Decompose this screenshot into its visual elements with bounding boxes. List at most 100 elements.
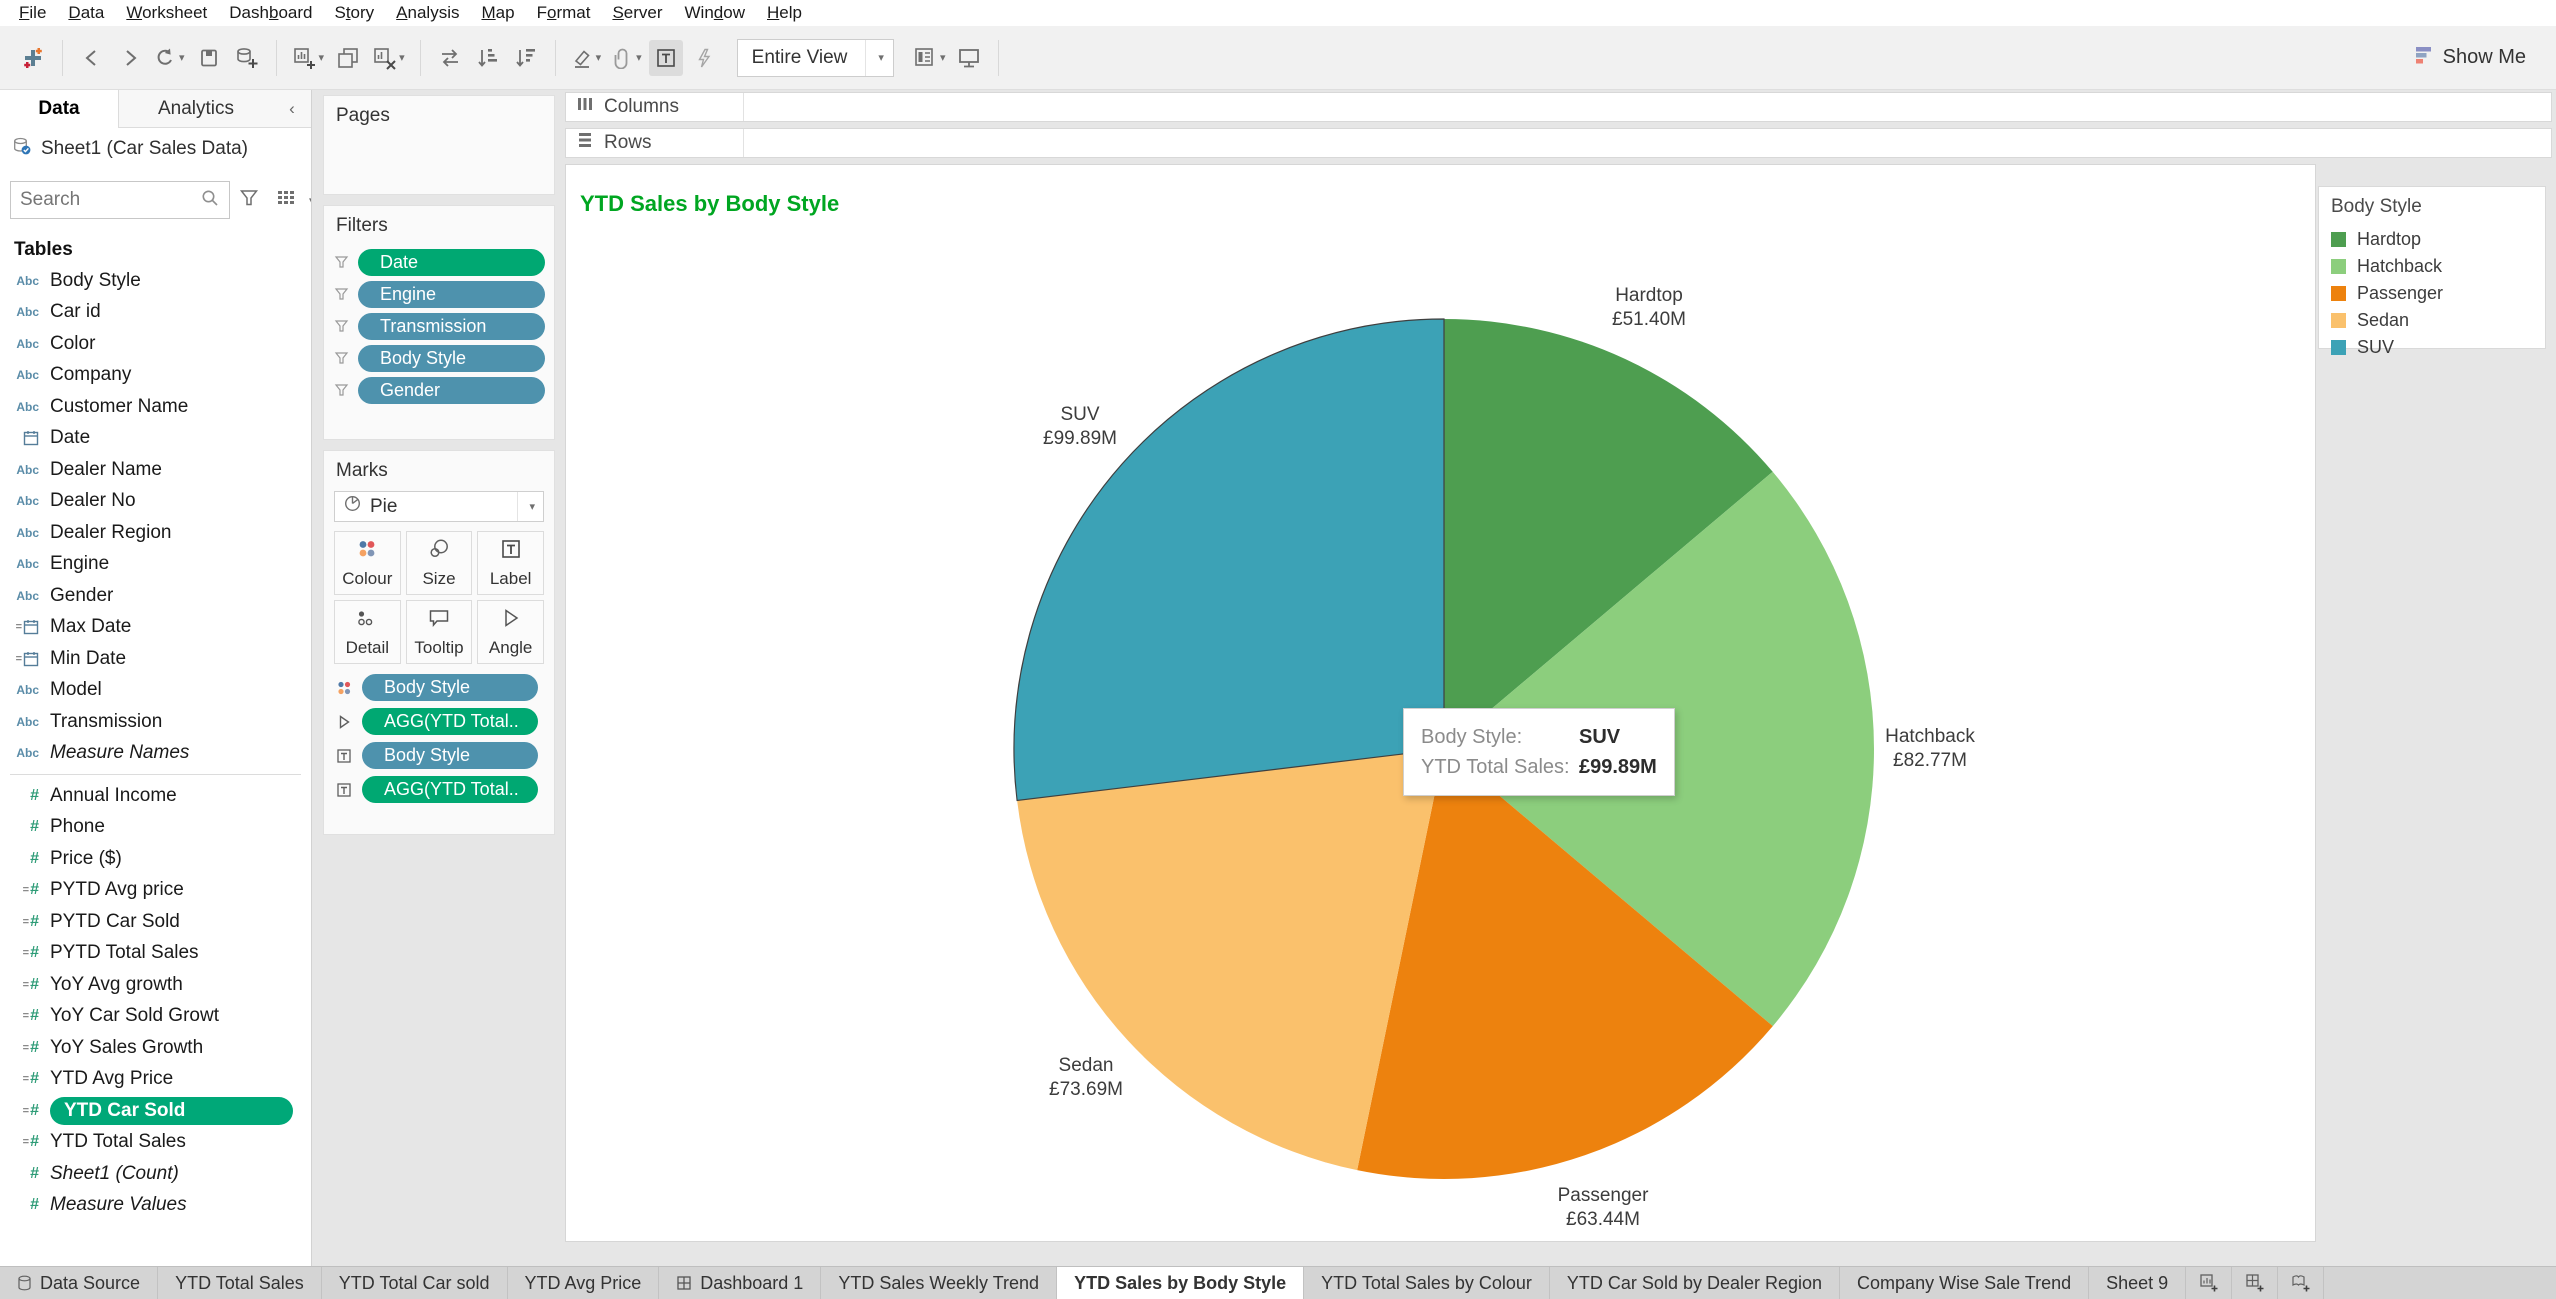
- view-options-icon[interactable]: [277, 190, 297, 211]
- field-body-style[interactable]: Abc Body Style: [0, 265, 311, 297]
- size-button[interactable]: Size: [405, 531, 473, 595]
- new-data-source-button[interactable]: [230, 40, 264, 76]
- marks-pill-agg-ytd-total[interactable]: AGG(YTD Total..: [362, 708, 538, 735]
- menu-item-window[interactable]: Window: [684, 3, 745, 22]
- pages-card[interactable]: Pages: [323, 95, 555, 195]
- sheet-tab-sheet-9[interactable]: Sheet 9: [2089, 1267, 2187, 1299]
- sheet-tab-ytd-sales-by-body-style[interactable]: YTD Sales by Body Style: [1057, 1267, 1305, 1299]
- replay-button[interactable]: ▾: [151, 40, 188, 76]
- tab-analytics[interactable]: Analytics: [118, 90, 273, 128]
- filter-pill-gender[interactable]: Gender: [358, 377, 545, 404]
- sort-ascending-button[interactable]: [471, 40, 505, 76]
- filter-pill-body-style[interactable]: Body Style: [358, 345, 545, 372]
- clear-sheet-button[interactable]: ▾: [369, 40, 408, 76]
- field-date[interactable]: Date: [0, 423, 311, 455]
- menu-item-data[interactable]: Data: [68, 3, 105, 22]
- sheet-tab-ytd-total-car-sold[interactable]: YTD Total Car sold: [322, 1267, 508, 1299]
- pie-slice-suv[interactable]: [1013, 318, 1445, 802]
- show-me-button[interactable]: Show Me: [2415, 45, 2540, 71]
- show-hide-cards-button[interactable]: ▾: [910, 40, 949, 76]
- sheet-tab-ytd-total-sales-by-colour[interactable]: YTD Total Sales by Colour: [1304, 1267, 1550, 1299]
- field-color[interactable]: Abc Color: [0, 328, 311, 360]
- field-car-id[interactable]: Abc Car id: [0, 297, 311, 329]
- sheet-tab-dashboard-1[interactable]: Dashboard 1: [659, 1267, 822, 1299]
- pie-slice-sedan[interactable]: [1017, 749, 1444, 1171]
- legend-item-passenger[interactable]: Passenger: [2319, 280, 2545, 307]
- field-measure-names[interactable]: Abc Measure Names: [0, 738, 311, 770]
- field-sheet1-count[interactable]: # Sheet1 (Count): [0, 1158, 311, 1190]
- sheet-tab-data-source[interactable]: Data Source: [0, 1267, 159, 1299]
- highlight-button[interactable]: ▾: [568, 40, 605, 76]
- field-phone[interactable]: # Phone: [0, 812, 311, 844]
- field-transmission[interactable]: Abc Transmission: [0, 706, 311, 738]
- field-company[interactable]: Abc Company: [0, 360, 311, 392]
- sort-descending-button[interactable]: [509, 40, 543, 76]
- menu-item-worksheet[interactable]: Worksheet: [126, 3, 208, 22]
- rows-shelf[interactable]: Rows: [565, 128, 2552, 158]
- field-price[interactable]: # Price ($): [0, 843, 311, 875]
- tab-data[interactable]: Data: [0, 90, 118, 128]
- filter-fields-icon[interactable]: [239, 189, 259, 212]
- tableau-logo-icon[interactable]: [16, 40, 50, 76]
- marks-pill-agg-ytd-total[interactable]: AGG(YTD Total..: [362, 776, 538, 803]
- field-engine[interactable]: Abc Engine: [0, 549, 311, 581]
- field-ytd-total-sales[interactable]: = # YTD Total Sales: [0, 1127, 311, 1159]
- menu-item-help[interactable]: Help: [767, 3, 802, 22]
- sheet-tab-ytd-car-sold-by-dealer-region[interactable]: YTD Car Sold by Dealer Region: [1550, 1267, 1841, 1299]
- new-dashboard-tab-button[interactable]: [2232, 1267, 2279, 1299]
- field-yoy-avg-growth[interactable]: = # YoY Avg growth: [0, 969, 311, 1001]
- datasource-row[interactable]: Sheet1 (Car Sales Data): [0, 128, 311, 170]
- menu-item-server[interactable]: Server: [612, 3, 663, 22]
- new-story-tab-button[interactable]: [2278, 1267, 2325, 1299]
- save-button[interactable]: [192, 40, 226, 76]
- field-dealer-name[interactable]: Abc Dealer Name: [0, 454, 311, 486]
- back-button[interactable]: [75, 40, 109, 76]
- pie-slice-hardtop[interactable]: [1444, 319, 1773, 749]
- new-worksheet-tab-button[interactable]: [2186, 1267, 2233, 1299]
- menu-item-file[interactable]: File: [19, 3, 47, 22]
- fit-selector[interactable]: Entire View ▾: [736, 38, 894, 77]
- new-worksheet-button[interactable]: ▾: [289, 40, 328, 76]
- forward-button[interactable]: [113, 40, 147, 76]
- field-dealer-no[interactable]: Abc Dealer No: [0, 486, 311, 518]
- field-yoy-sales-growth[interactable]: = # YoY Sales Growth: [0, 1032, 311, 1064]
- colour-button[interactable]: Colour: [334, 531, 401, 595]
- field-min-date[interactable]: = Min Date: [0, 643, 311, 675]
- label-button[interactable]: Label: [477, 531, 544, 595]
- menu-item-map[interactable]: Map: [481, 3, 515, 22]
- field-ytd-avg-price[interactable]: = # YTD Avg Price: [0, 1064, 311, 1096]
- field-max-date[interactable]: = Max Date: [0, 612, 311, 644]
- filters-card[interactable]: Filters Date Engine Transmission Body Style…: [323, 205, 555, 440]
- duplicate-sheet-button[interactable]: [331, 40, 365, 76]
- marks-pill-body-style[interactable]: Body Style: [362, 674, 538, 701]
- columns-shelf[interactable]: Columns: [565, 92, 2552, 122]
- fix-axes-button[interactable]: [687, 40, 721, 76]
- mark-type-dropdown[interactable]: Pie ▾: [334, 491, 544, 522]
- field-ytd-car-sold[interactable]: = # YTD Car Sold: [0, 1095, 311, 1127]
- field-dealer-region[interactable]: Abc Dealer Region: [0, 517, 311, 549]
- field-annual-income[interactable]: # Annual Income: [0, 780, 311, 812]
- menu-item-format[interactable]: Format: [536, 3, 591, 22]
- field-model[interactable]: Abc Model: [0, 675, 311, 707]
- group-members-button[interactable]: ▾: [608, 40, 645, 76]
- marks-card[interactable]: Marks Pie ▾ Colour Size Label Detail Tooltip…: [323, 450, 555, 835]
- menu-item-story[interactable]: Story: [334, 3, 375, 22]
- collapse-panel-icon[interactable]: ‹: [273, 90, 311, 128]
- chevron-down-icon[interactable]: ▾: [309, 194, 311, 207]
- tooltip-button[interactable]: Tooltip: [405, 600, 473, 664]
- field-measure-values[interactable]: # Measure Values: [0, 1190, 311, 1222]
- field-pytd-car-sold[interactable]: = # PYTD Car Sold: [0, 906, 311, 938]
- field-customer-name[interactable]: Abc Customer Name: [0, 391, 311, 423]
- legend-item-hatchback[interactable]: Hatchback: [2319, 253, 2545, 280]
- filter-pill-engine[interactable]: Engine: [358, 281, 545, 308]
- detail-button[interactable]: Detail: [334, 600, 401, 664]
- menu-item-analysis[interactable]: Analysis: [396, 3, 460, 22]
- sheet-tab-ytd-sales-weekly-trend[interactable]: YTD Sales Weekly Trend: [821, 1267, 1058, 1299]
- field-gender[interactable]: Abc Gender: [0, 580, 311, 612]
- angle-button[interactable]: Angle: [477, 600, 544, 664]
- search-input[interactable]: [20, 189, 200, 211]
- menu-item-dashboard[interactable]: Dashboard: [229, 3, 313, 22]
- sheet-tab-company-wise-sale-trend[interactable]: Company Wise Sale Trend: [1840, 1267, 2090, 1299]
- sheet-tab-ytd-total-sales[interactable]: YTD Total Sales: [158, 1267, 322, 1299]
- swap-rows-columns-button[interactable]: [433, 40, 467, 76]
